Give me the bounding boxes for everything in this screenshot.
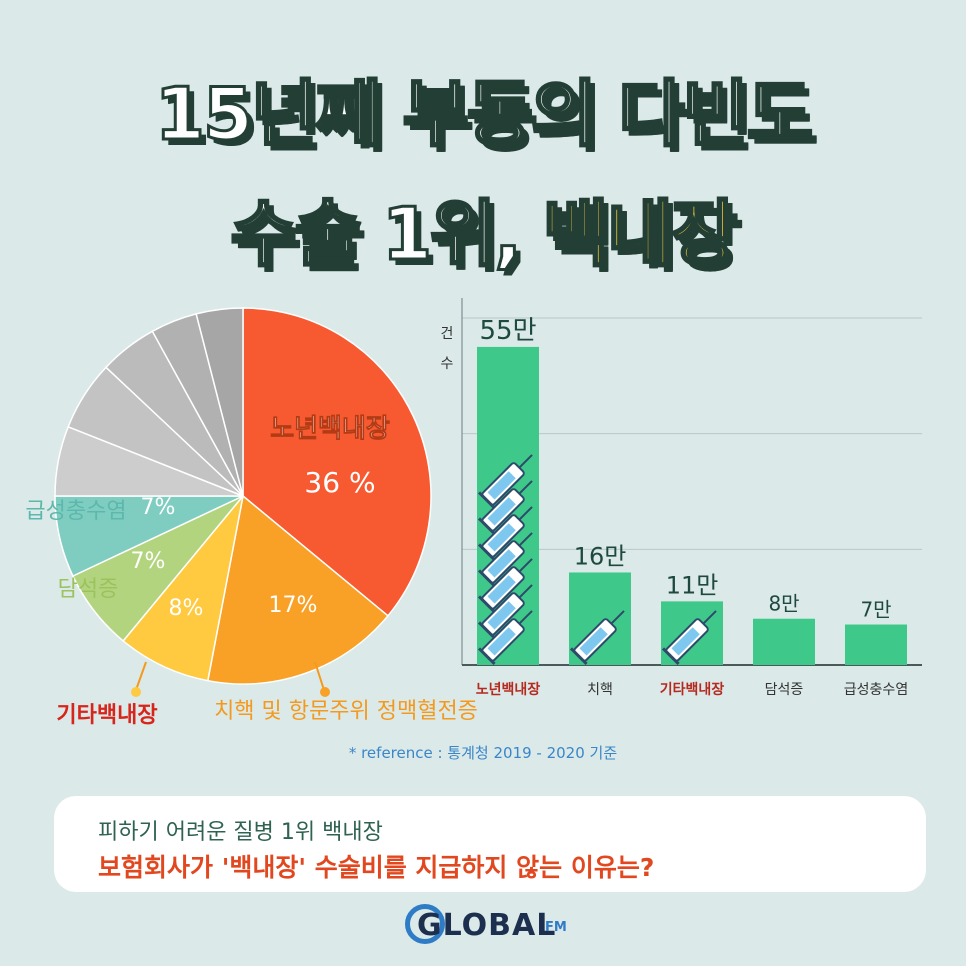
pie-slice-label: 치핵 및 항문주위 정맥혈전증 [214, 699, 478, 724]
x-tick-label: 급성충수염 [844, 682, 908, 698]
info-question: 보험회사가 '백내장' 수술비를 지급하지 않는 이유는? [98, 853, 655, 882]
syringe-icon [477, 558, 533, 614]
globalfm-logo: GLOBAL FM [405, 904, 575, 944]
pie-slice-label: 기타백내장 [56, 703, 157, 728]
leader-dot [320, 687, 330, 697]
pie-slice-value: 17% [269, 593, 318, 618]
leader-line [314, 661, 325, 691]
pie-slice [195, 307, 244, 497]
x-tick-label: 담석증 [765, 682, 804, 698]
bar-value-label: 11만 [666, 571, 719, 599]
headline-line-2-prefix: 수술 1위, [229, 191, 543, 278]
logo-suffix: FM [545, 920, 567, 935]
x-tick-label: 노년백내장 [476, 681, 541, 698]
pie-slice-value: 36 % [304, 466, 375, 499]
syringe-icon [477, 610, 533, 666]
x-tick-label: 치핵 [587, 682, 613, 698]
pie-slice-value: 7% [141, 495, 176, 520]
pie-slice-value: 7% [131, 549, 166, 574]
info-box: 피하기 어려운 질병 1위 백내장 보험회사가 '백내장' 수술비를 지급하지 … [54, 796, 926, 892]
pie-slice-value: 8% [169, 596, 204, 621]
reference-note: * reference : 통계청 2019 - 2020 기준 [348, 744, 618, 762]
syringe-icon [569, 610, 625, 666]
logo-ring-icon [405, 904, 445, 944]
bar [753, 618, 815, 665]
x-tick-label: 기타백내장 [660, 681, 725, 698]
syringe-icon [477, 480, 533, 536]
leader-dot [131, 687, 141, 697]
info-subtitle: 피하기 어려운 질병 1위 백내장 [98, 820, 383, 845]
bar [845, 624, 907, 665]
pie-slice [242, 307, 432, 617]
syringe-icon [477, 454, 533, 510]
logo-text: GLOBAL [417, 908, 557, 943]
syringe-icon [477, 506, 533, 562]
pie-slice [206, 494, 389, 685]
headline-highlight: 백내장 [541, 191, 739, 278]
pie-slice-label: 급성충수염 [25, 499, 126, 524]
bar-value-label: 8만 [768, 592, 799, 616]
leader-line [135, 661, 147, 691]
headline-line-2: 수술 1위, 백내장 [0, 175, 966, 280]
bar-value-label: 55만 [479, 316, 536, 346]
syringe-icon [477, 532, 533, 588]
syringe-icon [477, 584, 533, 640]
pie-slice-label: 담석증 [58, 577, 119, 602]
pie-slice-label: 노년백내장 [270, 414, 390, 444]
syringe-icon [661, 610, 717, 666]
bar-value-label: 7만 [860, 598, 891, 622]
pie-slice [122, 495, 244, 682]
headline-line-1: 15년째 부동의 다빈도 [153, 71, 814, 158]
bar-value-label: 16만 [574, 542, 627, 570]
